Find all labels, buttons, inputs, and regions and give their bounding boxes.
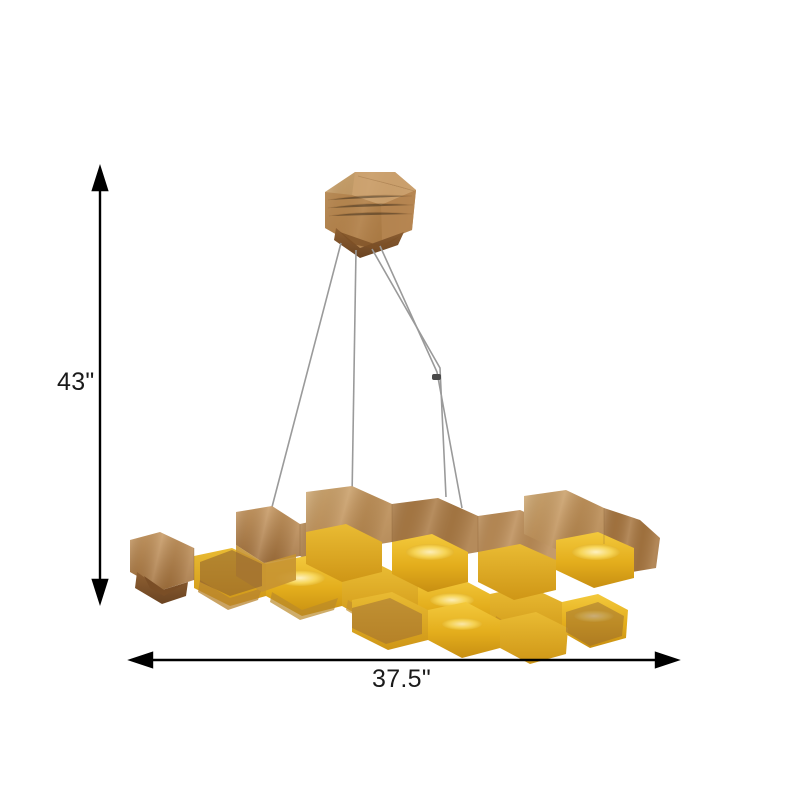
suspension-cords [271, 242, 463, 509]
cord-clip [432, 374, 441, 380]
width-dimension-label: 37.5" [372, 665, 432, 693]
cell-interior-wood [200, 550, 624, 646]
height-dimension-line [91, 164, 109, 606]
height-dimension-label: 43" [57, 368, 95, 396]
canopy [325, 172, 416, 258]
width-dimension-line [127, 651, 681, 669]
honeycomb-fixture [130, 486, 660, 664]
cell-left-unlit [130, 532, 194, 604]
